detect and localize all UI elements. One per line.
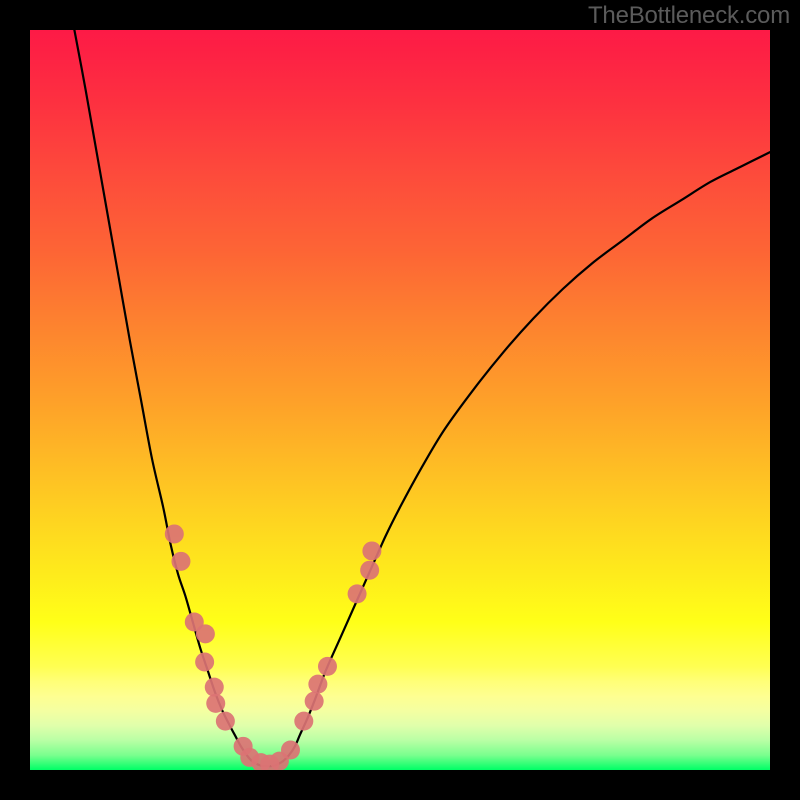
data-dot [165,524,184,543]
watermark-text: TheBottleneck.com [588,2,790,30]
data-dot [281,741,300,760]
data-dots [30,30,770,770]
data-dot [205,678,224,697]
data-dot [206,694,225,713]
data-dot [348,584,367,603]
data-dot [360,561,379,580]
data-dot [308,675,327,694]
dots-group [165,524,382,770]
data-dot [171,552,190,571]
data-dot [362,541,381,560]
data-dot [305,692,324,711]
data-dot [318,657,337,676]
data-dot [196,624,215,643]
chart-container: TheBottleneck.com [0,0,800,800]
data-dot [294,712,313,731]
data-dot [216,712,235,731]
plot-area [30,30,770,770]
data-dot [195,652,214,671]
